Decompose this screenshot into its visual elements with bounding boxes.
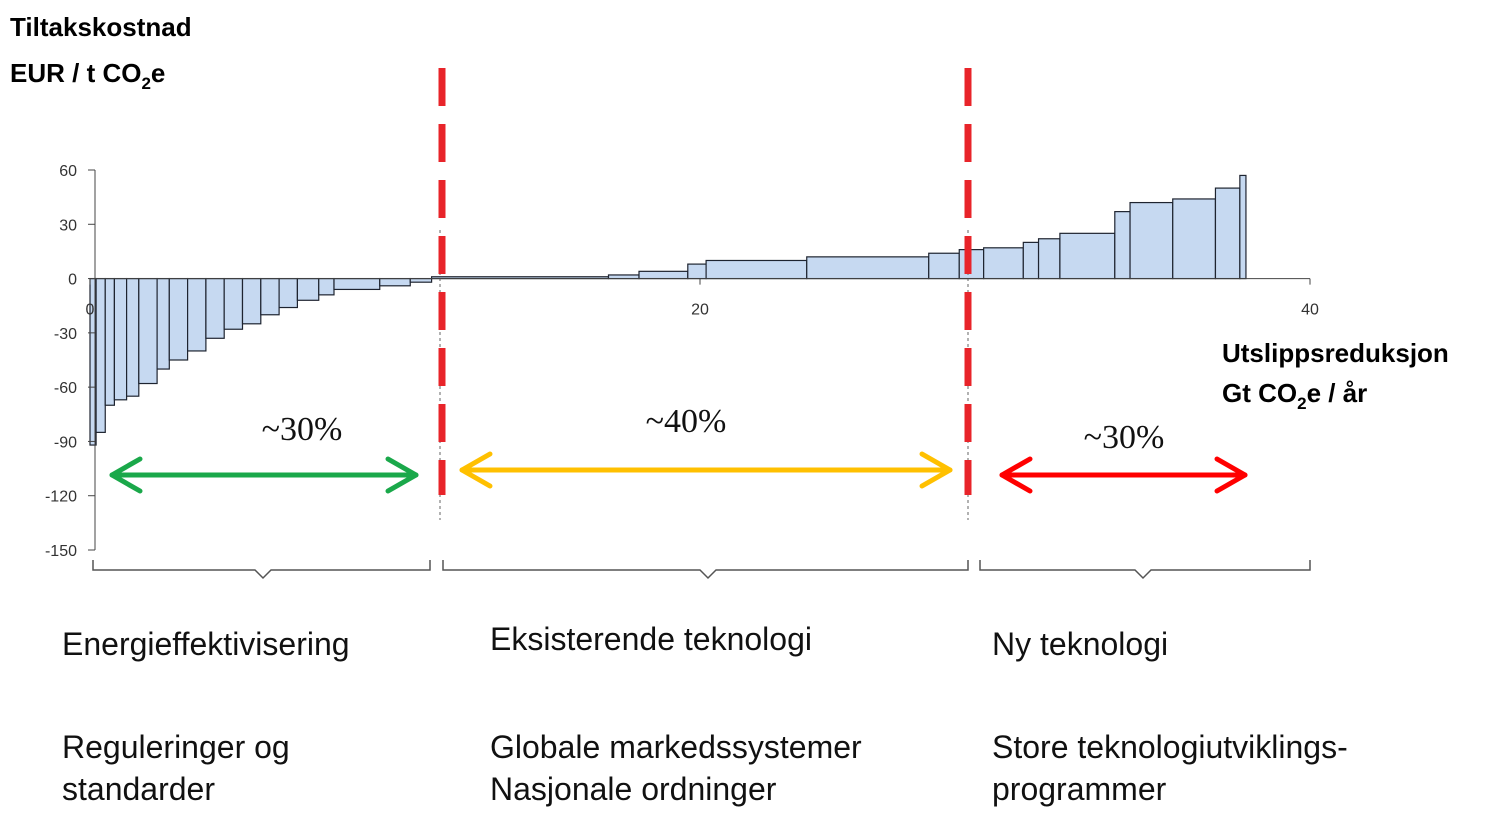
bar — [1037, 238, 1061, 280]
bar — [168, 277, 189, 361]
y-axis-label-part: EUR / t CO — [10, 58, 141, 88]
y-tick-label: -150 — [45, 543, 77, 560]
bar — [278, 277, 299, 309]
y-tick-label: 30 — [59, 217, 77, 234]
bar — [187, 277, 207, 352]
bar — [318, 277, 335, 296]
bar — [1172, 198, 1217, 280]
bar — [806, 256, 930, 280]
bar — [607, 274, 640, 280]
bar — [1214, 187, 1241, 280]
group-name: Energieffektivisering — [62, 626, 350, 662]
bar — [95, 277, 106, 433]
bar — [125, 277, 140, 397]
group-measure: Reguleringer og — [62, 729, 290, 765]
bar — [705, 259, 808, 280]
group-name: Ny teknologi — [992, 626, 1168, 662]
y-axis-label: Tiltakskostnad — [10, 12, 192, 42]
group-name: Eksisterende teknologi — [490, 621, 812, 657]
bar — [687, 263, 707, 280]
arrow — [999, 456, 1248, 494]
group-measure: standarder — [62, 771, 215, 807]
bar — [409, 277, 433, 283]
bar — [928, 252, 960, 280]
x-axis-label-part: e / år — [1307, 378, 1368, 408]
y-axis-label: EUR / t CO2e — [10, 58, 165, 93]
bar — [1022, 241, 1040, 280]
bar — [241, 277, 262, 325]
x-axis-label-part: Gt CO — [1222, 378, 1297, 408]
bar — [379, 277, 411, 287]
arrow — [459, 451, 953, 489]
bar — [205, 277, 225, 339]
brace — [92, 560, 1311, 580]
bar — [983, 247, 1024, 280]
group-measure: programmer — [992, 771, 1167, 807]
y-tick-label: 0 — [68, 272, 77, 289]
group-measure: Nasjonale ordninger — [490, 771, 777, 807]
y-tick-label: -60 — [54, 380, 77, 397]
bar — [1114, 211, 1131, 280]
x-tick-label: 40 — [1301, 302, 1319, 319]
share-label: ~30% — [262, 411, 343, 448]
bar — [104, 277, 115, 406]
bar — [638, 270, 689, 280]
bar — [1059, 232, 1116, 280]
y-axis-label-sub: 2 — [141, 74, 150, 93]
y-axis-label-part: e — [151, 58, 165, 88]
y-tick-label: 60 — [59, 163, 77, 180]
share-label: ~40% — [646, 403, 727, 440]
y-tick-label: -120 — [45, 489, 77, 506]
bar — [260, 277, 280, 316]
bar — [156, 277, 170, 370]
bar — [113, 277, 128, 401]
bar — [296, 277, 320, 301]
y-tick-label: -30 — [54, 326, 77, 343]
share-label: ~30% — [1084, 419, 1165, 456]
arrow — [109, 456, 419, 494]
y-tick-label: -90 — [54, 434, 77, 451]
x-axis-label: Utslippsreduksjon — [1222, 338, 1449, 368]
bars — [89, 174, 1247, 446]
x-axis-label: Gt CO2e / år — [1222, 378, 1367, 413]
bar — [1129, 201, 1174, 280]
bar — [223, 277, 244, 330]
group-measure: Store teknologiutviklings- — [992, 729, 1348, 765]
x-tick-label: 0 — [86, 302, 95, 319]
x-axis-label-sub: 2 — [1297, 394, 1306, 413]
x-tick-label: 20 — [691, 302, 709, 319]
bar — [138, 277, 158, 385]
group-measure: Globale markedssystemer — [490, 729, 862, 765]
bar — [1239, 174, 1247, 280]
bar — [333, 277, 381, 291]
